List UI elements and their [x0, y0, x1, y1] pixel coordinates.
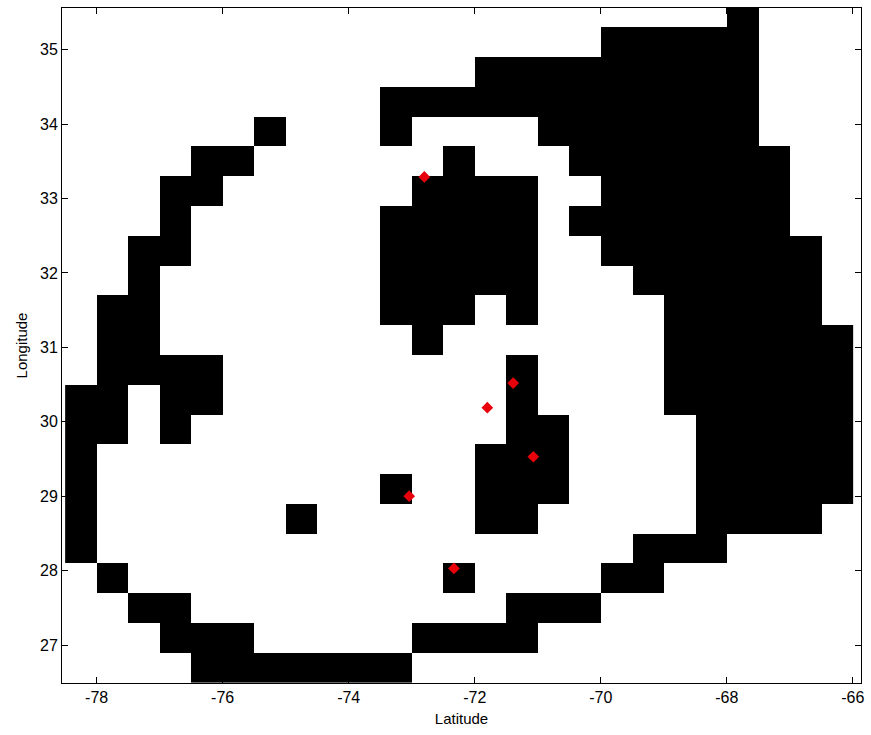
svg-text:35: 35: [40, 41, 58, 58]
svg-text:33: 33: [40, 190, 58, 207]
svg-text:Longitude: Longitude: [13, 313, 30, 379]
svg-text:30: 30: [40, 413, 58, 430]
svg-text:32: 32: [40, 265, 58, 282]
svg-text:-78: -78: [85, 689, 108, 706]
svg-text:27: 27: [40, 637, 58, 654]
svg-text:-72: -72: [463, 689, 486, 706]
svg-text:-74: -74: [337, 689, 360, 706]
svg-text:-66: -66: [841, 689, 864, 706]
svg-text:-70: -70: [589, 689, 612, 706]
svg-text:Latitude: Latitude: [435, 710, 488, 727]
svg-text:-68: -68: [715, 689, 738, 706]
svg-text:29: 29: [40, 488, 58, 505]
svg-text:34: 34: [40, 116, 58, 133]
svg-text:28: 28: [40, 562, 58, 579]
svg-text:-76: -76: [211, 689, 234, 706]
svg-text:31: 31: [40, 339, 58, 356]
